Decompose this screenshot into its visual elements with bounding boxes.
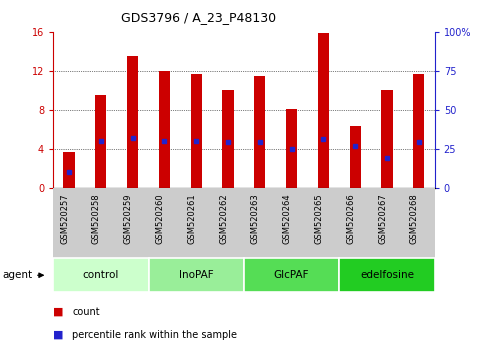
Bar	[159, 71, 170, 188]
Text: InoPAF: InoPAF	[179, 270, 213, 280]
Text: GSM520266: GSM520266	[346, 193, 355, 244]
Text: agent: agent	[2, 270, 32, 280]
Text: GSM520262: GSM520262	[219, 193, 228, 244]
Text: ■: ■	[53, 330, 64, 339]
Text: GSM520267: GSM520267	[378, 193, 387, 244]
Text: GlcPAF: GlcPAF	[274, 270, 309, 280]
Bar	[127, 56, 138, 188]
Bar	[382, 90, 393, 188]
Text: percentile rank within the sample: percentile rank within the sample	[72, 330, 238, 339]
Text: GSM520258: GSM520258	[92, 193, 101, 244]
Text: GSM520261: GSM520261	[187, 193, 196, 244]
Text: edelfosine: edelfosine	[360, 270, 414, 280]
Bar	[286, 109, 297, 188]
Bar	[339, 258, 435, 292]
Bar	[63, 152, 74, 188]
Text: GDS3796 / A_23_P48130: GDS3796 / A_23_P48130	[121, 11, 276, 24]
Bar	[191, 74, 202, 188]
Bar	[254, 76, 265, 188]
Bar	[223, 90, 234, 188]
Text: GSM520260: GSM520260	[156, 193, 164, 244]
Bar	[95, 95, 106, 188]
Bar	[53, 258, 149, 292]
Bar	[413, 74, 425, 188]
Text: GSM520263: GSM520263	[251, 193, 260, 244]
Text: control: control	[83, 270, 119, 280]
Text: count: count	[72, 307, 100, 316]
Bar	[149, 258, 244, 292]
Text: GSM520264: GSM520264	[283, 193, 292, 244]
Text: GSM520265: GSM520265	[314, 193, 324, 244]
Text: ■: ■	[53, 307, 64, 316]
Bar	[244, 258, 339, 292]
Text: GSM520259: GSM520259	[124, 193, 133, 244]
Text: GSM520257: GSM520257	[60, 193, 69, 244]
Text: GSM520268: GSM520268	[410, 193, 419, 244]
Bar	[318, 33, 329, 188]
Bar	[350, 126, 361, 188]
